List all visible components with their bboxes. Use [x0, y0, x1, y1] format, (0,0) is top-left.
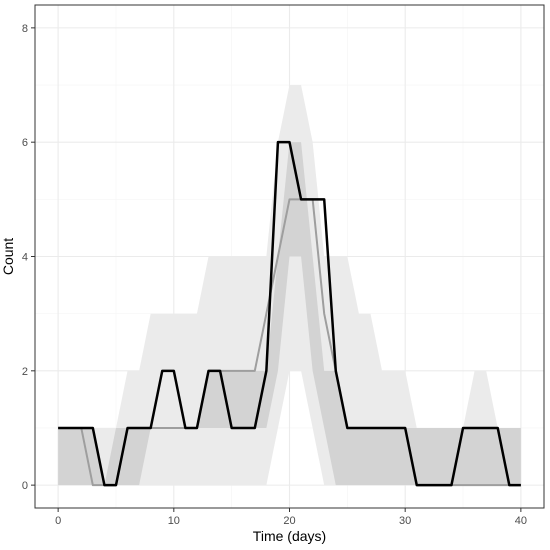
observed-line [58, 140, 521, 487]
x-tick-label: 20 [283, 515, 295, 527]
x-tick-label: 30 [399, 515, 411, 527]
y-axis: 0 2 4 6 8 [22, 23, 35, 492]
x-tick-label: 0 [55, 515, 61, 527]
y-tick-label: 6 [22, 137, 28, 149]
y-tick-label: 0 [22, 480, 28, 492]
y-tick-label: 2 [22, 366, 28, 378]
series-lines [58, 140, 521, 487]
inner-band [58, 142, 521, 486]
y-axis-title: Count [0, 238, 16, 275]
x-tick-label: 40 [515, 515, 527, 527]
x-axis: 0 10 20 30 40 [55, 508, 527, 527]
y-tick-label: 4 [22, 252, 28, 264]
uncertainty-bands [58, 85, 521, 486]
x-axis-title: Time (days) [253, 528, 326, 544]
x-tick-label: 10 [168, 515, 180, 527]
outer-band [58, 85, 521, 486]
y-tick-label: 8 [22, 23, 28, 35]
